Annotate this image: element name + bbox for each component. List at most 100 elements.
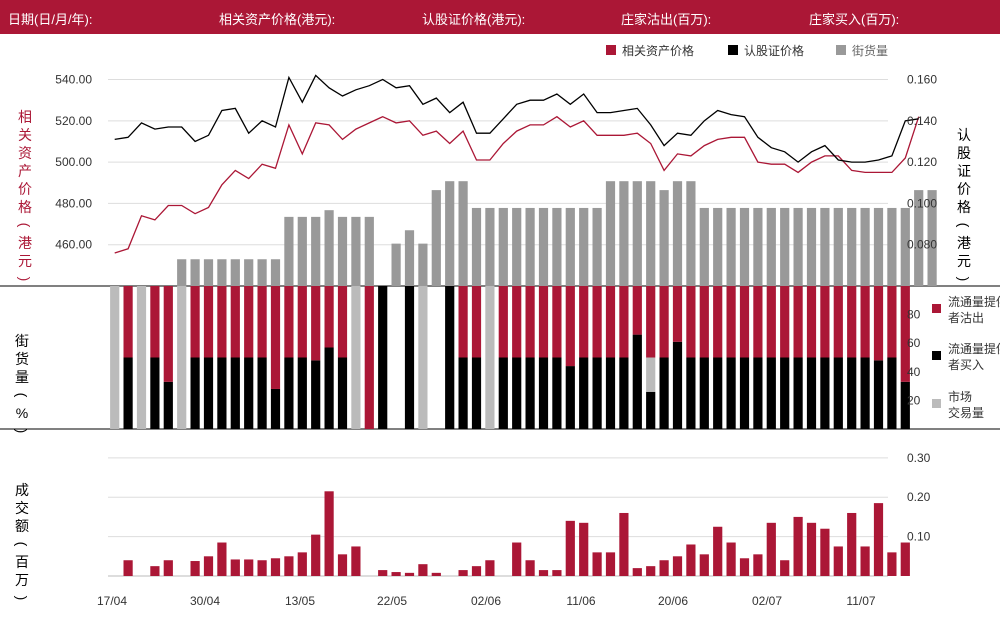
price-right-tick: 0.080	[907, 238, 937, 252]
warrant-axis-char: 证	[957, 163, 971, 179]
lp-sell-bar	[820, 286, 830, 358]
volume-bar	[525, 207, 535, 286]
volume-bar	[458, 181, 468, 286]
turnover-bar	[753, 554, 763, 576]
volume-bar	[324, 210, 334, 286]
header-date-label: 日期(日/月/年):	[8, 12, 93, 27]
volume-bar	[512, 207, 522, 286]
turnover-bar	[659, 560, 669, 576]
legend-swatch-market	[932, 399, 941, 408]
price-left-tick: 500.00	[55, 155, 92, 169]
price-left-ticks: 540.00 520.00 500.00 480.00 460.00	[55, 73, 92, 252]
lp-buy-bar	[766, 357, 776, 429]
lp-sell-bar	[753, 286, 763, 358]
lp-sell-bar	[337, 286, 348, 358]
turnover-bar	[605, 552, 616, 576]
legend-warrant: 认股证价格	[744, 43, 804, 58]
price-left-tick: 480.00	[55, 196, 92, 210]
turnover-bar	[163, 560, 173, 576]
warrant-axis-char: 股	[957, 145, 971, 161]
lp-sell-bar	[471, 286, 482, 358]
lp-buy-bar	[887, 357, 897, 429]
warrant-axis-char: 港	[957, 235, 971, 251]
lp-sell-bar	[900, 286, 910, 382]
market-volume-bar	[177, 286, 187, 429]
lp-buy-bar	[632, 334, 642, 429]
lp-buy-bar	[713, 357, 723, 429]
price-left-tick: 540.00	[55, 73, 92, 87]
lp-buy-bar	[659, 357, 669, 429]
lp-sell-bar	[512, 286, 522, 358]
volume-bar	[445, 181, 455, 286]
percentage-tick: 20	[907, 393, 921, 407]
volume-bar	[538, 207, 549, 286]
turnover-bar	[806, 522, 817, 576]
turnover-bar	[284, 556, 294, 576]
lp-sell-bar	[592, 286, 602, 358]
lp-buy-bar	[150, 357, 160, 429]
market-volume-bar	[485, 286, 495, 429]
volume-bar	[605, 181, 616, 286]
volume-bar	[780, 207, 790, 286]
lp-sell-bar	[739, 286, 750, 358]
lp-sell-bar	[257, 286, 267, 358]
turnover-axis-char: 交	[15, 500, 29, 516]
price-right-tick: 0.140	[907, 114, 937, 128]
underlying-axis-char: 产	[18, 163, 32, 179]
price-right-tick: 0.120	[907, 155, 937, 169]
warrant-price-axis-label: 认股证价格 (港元)	[956, 127, 972, 281]
lp-buy-bar	[672, 341, 683, 429]
price-lines	[114, 74, 920, 254]
volume-bar	[270, 259, 281, 286]
lp-sell-bar	[847, 286, 857, 358]
date-tick: 02/07	[752, 594, 782, 608]
legend-lp-buy: 流通量提供	[948, 341, 1000, 356]
lp-buy-bar	[646, 391, 656, 429]
turnover-bar	[793, 516, 803, 576]
turnover-bar	[686, 544, 696, 576]
header-underlying-label: 相关资产价格(港元):	[219, 12, 336, 27]
volume-bar	[203, 259, 214, 286]
volume-bar	[579, 207, 589, 286]
turnover-axis-char: 额	[15, 518, 29, 534]
outstanding-volume-bars	[177, 181, 937, 286]
warrant-axis-char: )	[956, 277, 972, 282]
turnover-bar	[230, 559, 240, 576]
legend-lp-sell: 流通量提供	[948, 294, 1000, 309]
lp-buy-bar	[820, 357, 830, 429]
volume-bar	[284, 216, 294, 286]
header-warrant-label: 认股证价格(港元):	[422, 12, 526, 27]
lp-buy-bar	[753, 357, 763, 429]
legend-lp-sell: 者沽出	[948, 311, 984, 325]
volume-bar	[418, 243, 428, 286]
lp-sell-bar	[780, 286, 790, 358]
market-volume-bar	[351, 286, 361, 429]
turnover-bar	[311, 534, 321, 576]
turnover-bar	[646, 566, 656, 576]
lp-buy-bar	[860, 357, 870, 429]
volume-bar	[351, 216, 361, 286]
lp-buy-bar	[270, 388, 281, 429]
turnover-bar	[900, 542, 910, 576]
lp-sell-bar	[565, 286, 575, 367]
underlying-axis-char: 资	[18, 145, 32, 161]
volume-bar	[847, 207, 857, 286]
lp-buy-bar	[378, 286, 388, 429]
price-left-tick: 460.00	[55, 238, 92, 252]
lp-buy-bar	[257, 357, 267, 429]
turnover-bar	[672, 556, 683, 576]
lp-sell-bar	[793, 286, 803, 358]
lp-buy-bar	[699, 357, 709, 429]
turnover-bar	[190, 561, 200, 576]
turnover-axis-char: 成	[15, 482, 29, 498]
lp-sell-bar	[605, 286, 616, 358]
turnover-bar	[780, 560, 790, 576]
lp-sell-bar	[766, 286, 776, 358]
turnover-bar	[699, 554, 709, 576]
volume-bar	[498, 207, 508, 286]
turnover-bar	[632, 568, 642, 576]
lp-sell-bar	[203, 286, 214, 358]
volume-bar	[820, 207, 830, 286]
turnover-bar	[324, 491, 334, 576]
turnover-bar	[538, 570, 549, 576]
